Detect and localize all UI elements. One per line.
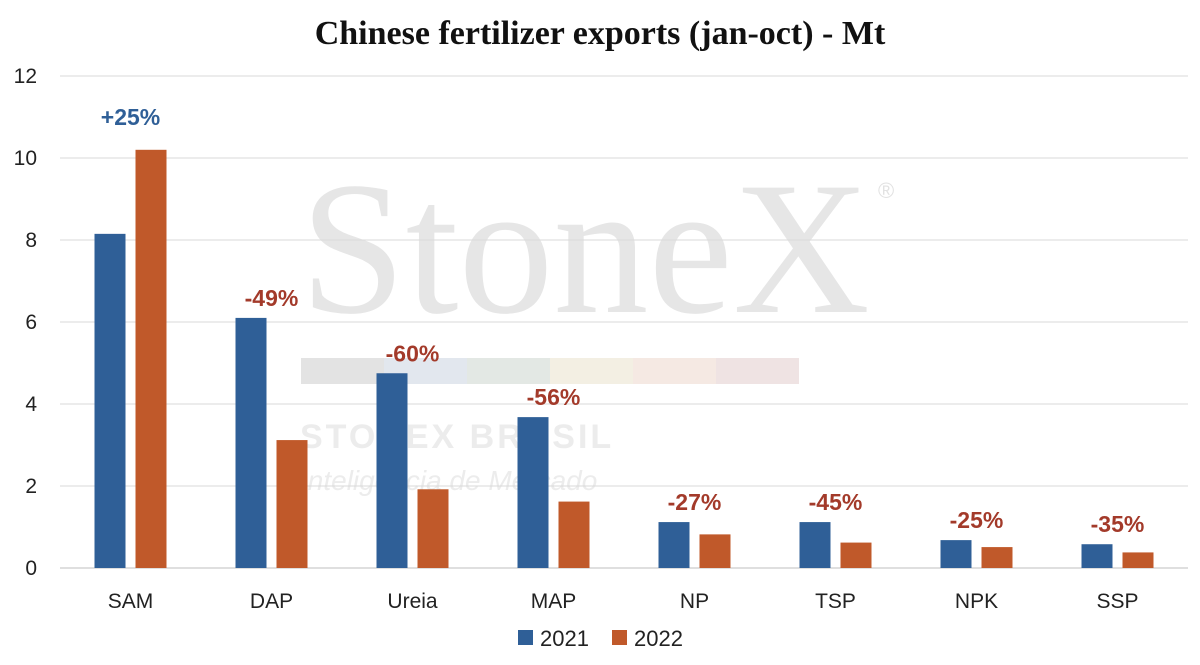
- bar-npk-2022: [981, 547, 1013, 568]
- x-tick-label: NPK: [955, 590, 998, 613]
- change-label-map: -56%: [527, 384, 581, 410]
- y-tick-label: 2: [25, 475, 37, 498]
- bar-tsp-2022: [840, 542, 872, 568]
- bar-np-2021: [658, 522, 690, 568]
- change-label-tsp: -45%: [809, 489, 863, 515]
- x-tick-label: NP: [680, 590, 709, 613]
- bars: [94, 149, 1154, 569]
- legend-swatch-2021: [518, 630, 533, 645]
- y-tick-label: 8: [25, 229, 37, 252]
- y-tick-label: 10: [14, 147, 37, 170]
- change-label-ssp: -35%: [1091, 511, 1145, 537]
- bar-npk-2021: [940, 540, 972, 568]
- bar-tsp-2021: [799, 522, 831, 568]
- watermark-stripe: [467, 358, 550, 384]
- legend-swatch-2022: [612, 630, 627, 645]
- bar-dap-2021: [235, 317, 267, 568]
- y-tick-label: 6: [25, 311, 37, 334]
- bar-map-2022: [558, 501, 590, 568]
- y-tick-label: 4: [25, 393, 37, 416]
- watermark-stripes: [301, 358, 799, 384]
- x-tick-label: TSP: [815, 590, 856, 613]
- change-labels: +25% -49% -60% -56% -27% -45% -25% -35%: [101, 104, 1145, 537]
- change-label-npk: -25%: [950, 507, 1004, 533]
- chart-title: Chinese fertilizer exports (jan-oct) - M…: [315, 15, 886, 52]
- x-tick-label: SAM: [108, 590, 154, 613]
- bar-ssp-2021: [1081, 544, 1113, 568]
- bar-ureia-2021: [376, 373, 408, 568]
- bar-map-2021: [517, 417, 549, 568]
- x-tick-label: MAP: [531, 590, 577, 613]
- watermark-registered: ®: [878, 178, 894, 203]
- legend: 2021 2022: [518, 626, 683, 651]
- change-label-np: -27%: [668, 489, 722, 515]
- bar-sam-2021: [94, 233, 126, 568]
- x-tick-label: DAP: [250, 590, 293, 613]
- watermark-stripe: [301, 358, 384, 384]
- watermark-line1: STONEX BRASIL: [300, 418, 614, 456]
- change-label-ureia: -60%: [386, 340, 440, 366]
- y-axis: 0 2 4 6 8 10 12: [14, 65, 38, 580]
- change-label-dap: -49%: [245, 285, 299, 311]
- watermark-stripe: [716, 358, 799, 384]
- bar-dap-2022: [276, 440, 308, 568]
- legend-label-2022: 2022: [634, 626, 683, 651]
- x-axis: SAM DAP Ureia MAP NP TSP NPK SSP: [108, 590, 1139, 613]
- watermark-stripe: [633, 358, 716, 384]
- bar-sam-2022: [135, 149, 167, 569]
- bar-ssp-2022: [1122, 552, 1154, 568]
- y-tick-label: 12: [14, 65, 37, 88]
- watermark-stripe: [550, 358, 633, 384]
- x-tick-label: Ureia: [387, 590, 438, 613]
- bar-np-2022: [699, 534, 731, 568]
- y-tick-label: 0: [25, 557, 37, 580]
- legend-label-2021: 2021: [540, 626, 589, 651]
- watermark-brand: StoneX: [300, 144, 870, 354]
- change-label-sam: +25%: [101, 104, 160, 130]
- x-tick-label: SSP: [1096, 590, 1138, 613]
- bar-ureia-2022: [417, 489, 449, 568]
- watermark-line2: Inteligência de Mercado: [300, 465, 597, 496]
- watermark: StoneX ® STONEX BRASIL Inteligência de M…: [300, 144, 894, 496]
